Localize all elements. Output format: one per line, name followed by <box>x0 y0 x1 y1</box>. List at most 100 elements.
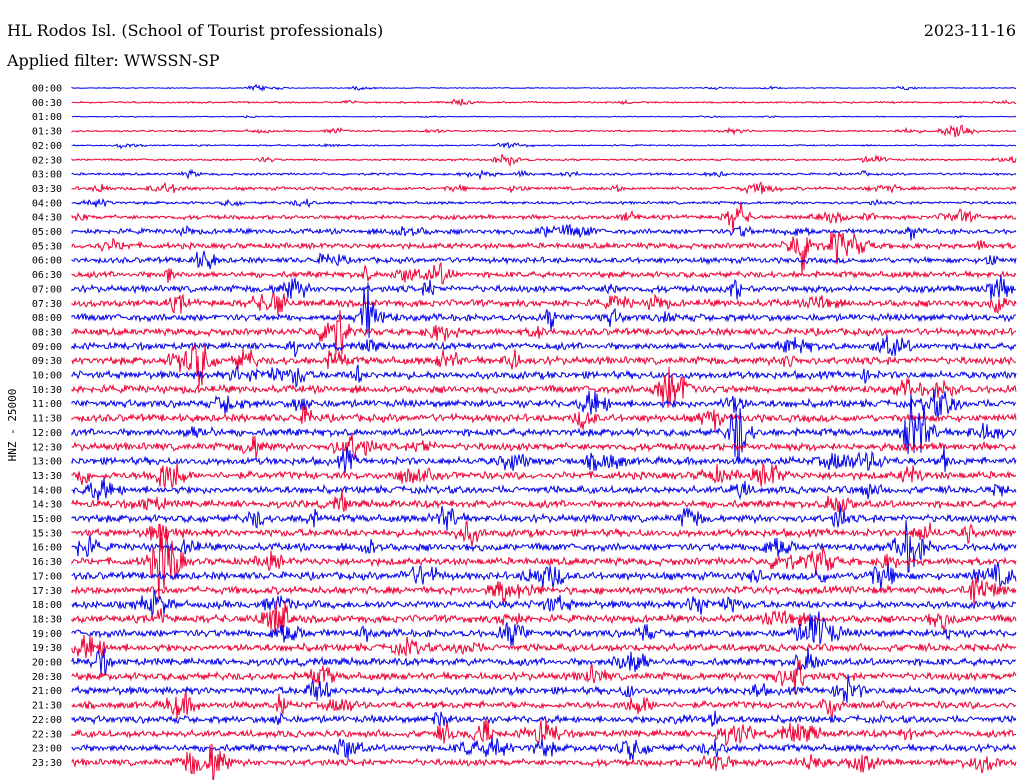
trace-row <box>71 446 1017 473</box>
row-time-label: 23:30 <box>32 758 62 769</box>
trace-row <box>71 634 1016 659</box>
trace-row <box>71 364 1017 389</box>
row-time-label: 11:00 <box>32 399 62 410</box>
trace-row <box>71 520 1017 573</box>
row-time-labels: 00:00 00:30 01:00 01:30 02:00 02:30 03:00 03:30… <box>32 84 62 769</box>
row-time-label: 00:30 <box>32 98 62 109</box>
trace-row <box>71 562 1017 590</box>
row-time-label: 04:00 <box>32 198 62 209</box>
trace-row <box>71 197 1017 208</box>
row-time-label: 08:30 <box>32 327 62 338</box>
trace-row <box>71 519 1017 547</box>
row-time-label: 12:30 <box>32 442 62 453</box>
row-time-label: 08:00 <box>32 313 62 324</box>
row-time-label: 12:00 <box>32 428 62 439</box>
trace-row <box>71 344 1016 387</box>
row-time-label: 13:30 <box>32 471 62 482</box>
row-time-label: 07:30 <box>32 299 62 310</box>
trace-row <box>71 718 1016 746</box>
trace-row <box>71 366 1017 408</box>
trace-row <box>71 115 1017 119</box>
row-time-label: 14:30 <box>32 500 62 511</box>
row-time-label: 00:00 <box>32 84 62 95</box>
trace-row <box>71 737 1017 761</box>
trace-row <box>71 710 1017 728</box>
row-time-label: 09:30 <box>32 356 62 367</box>
row-time-label: 22:30 <box>32 729 62 740</box>
trace-row <box>71 292 1017 316</box>
row-time-label: 10:00 <box>32 371 62 382</box>
row-time-label: 15:00 <box>32 514 62 525</box>
row-time-label: 01:30 <box>32 127 62 138</box>
trace-row <box>71 309 1017 355</box>
row-time-label: 03:00 <box>32 170 62 181</box>
row-time-label: 21:00 <box>32 686 62 697</box>
row-time-label: 11:30 <box>32 414 62 425</box>
trace-row <box>71 674 1017 703</box>
trace-row <box>71 659 1017 695</box>
row-time-label: 10:30 <box>32 385 62 396</box>
trace-row <box>71 611 1017 647</box>
trace-row <box>71 250 1017 270</box>
trace-row <box>71 275 1016 301</box>
trace-row <box>71 432 1017 460</box>
trace-row <box>71 261 1017 285</box>
row-time-label: 20:30 <box>32 672 62 683</box>
row-time-label: 13:00 <box>32 457 62 468</box>
trace-row <box>71 743 1017 780</box>
row-time-label: 07:00 <box>32 284 62 295</box>
trace-row <box>71 231 1017 275</box>
trace-row <box>71 153 1017 167</box>
trace-row <box>71 98 1017 107</box>
trace-row <box>71 692 1017 720</box>
row-time-label: 20:00 <box>32 658 62 669</box>
row-time-label: 17:30 <box>32 586 62 597</box>
trace-row <box>71 404 1017 432</box>
trace-row <box>71 282 1017 339</box>
row-time-label: 16:00 <box>32 543 62 554</box>
trace-row <box>71 168 1017 181</box>
row-time-label: 02:30 <box>32 155 62 166</box>
row-time-label: 04:30 <box>32 213 62 224</box>
row-time-label: 01:00 <box>32 112 62 123</box>
trace-row <box>71 202 1017 233</box>
chart-date: 2023-11-16 <box>924 21 1016 40</box>
row-time-label: 05:00 <box>32 227 62 238</box>
row-time-label: 22:00 <box>32 715 62 726</box>
row-time-label: 02:00 <box>32 141 62 152</box>
row-time-label: 16:30 <box>32 557 62 568</box>
trace-row <box>71 589 1017 617</box>
filter-label: Applied filter: WWSSN-SP <box>6 51 220 70</box>
row-time-label: 18:30 <box>32 614 62 625</box>
station-title: HL Rodos Isl. (School of Tourist profess… <box>7 21 383 40</box>
trace-row <box>71 477 1017 501</box>
trace-row <box>71 577 1017 605</box>
trace-row <box>71 489 1017 513</box>
row-time-label: 15:30 <box>32 528 62 539</box>
seismic-traces <box>71 83 1017 780</box>
trace-row <box>71 600 1017 636</box>
row-time-label: 05:30 <box>32 241 62 252</box>
row-time-label: 23:00 <box>32 744 62 755</box>
row-time-label: 09:00 <box>32 342 62 353</box>
row-time-label: 18:00 <box>32 600 62 611</box>
trace-row <box>71 124 1017 138</box>
row-time-label: 19:30 <box>32 643 62 654</box>
trace-row <box>71 524 1017 600</box>
row-time-label: 06:00 <box>32 256 62 267</box>
trace-row <box>71 393 1017 464</box>
row-time-label: 03:30 <box>32 184 62 195</box>
trace-row <box>71 83 1017 92</box>
row-time-label: 06:30 <box>32 270 62 281</box>
trace-row <box>71 388 1017 418</box>
trace-row <box>71 647 1017 676</box>
y-axis-label: HNZ - 25000 <box>6 389 19 462</box>
trace-row <box>71 141 1017 150</box>
trace-row <box>71 504 1017 531</box>
row-time-label: 21:30 <box>32 701 62 712</box>
trace-row <box>71 462 1017 490</box>
trace-row <box>71 223 1017 241</box>
trace-row <box>71 334 1017 358</box>
row-time-label: 14:00 <box>32 485 62 496</box>
